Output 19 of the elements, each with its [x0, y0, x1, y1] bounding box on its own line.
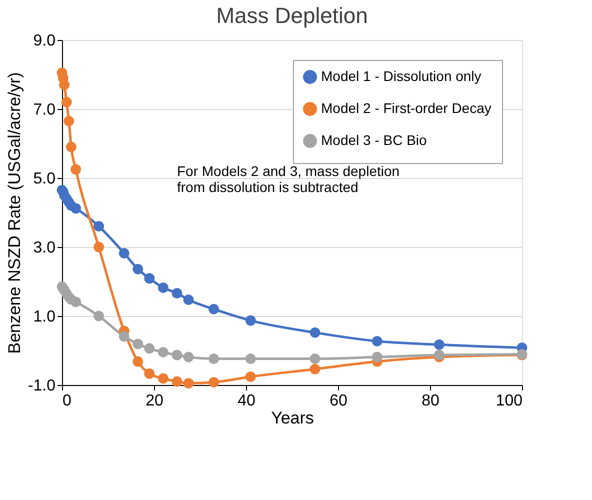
y-tick-label: 3.0 [33, 240, 56, 256]
y-tick-label: -1.0 [28, 378, 56, 394]
x-axis-title: Years [271, 408, 314, 428]
x-tick-label: 20 [146, 392, 164, 410]
chart-title: Mass Depletion [216, 3, 368, 28]
annotation: For Models 2 and 3, mass depletion from dissolution is subtracted [177, 163, 400, 195]
x-tick-label: 100 [496, 392, 523, 410]
x-tick-label: 80 [422, 392, 440, 410]
legend-label: Model 2 - First-order Decay [321, 100, 492, 116]
y-tick-label: 9.0 [33, 32, 56, 50]
x-tick-label: 0 [62, 392, 72, 410]
x-tick-label: 40 [238, 392, 256, 410]
y-tick-label: 1.0 [33, 308, 56, 326]
y-tick-label: 5.0 [33, 170, 56, 188]
y-tick-label: 7.0 [33, 102, 56, 118]
legend-label: Model 3 - BC Bio [321, 132, 428, 148]
legend-label: Model 1 - Dissolution only [321, 68, 482, 84]
x-tick-label: 60 [330, 392, 348, 410]
y-axis-title: Benzene NSZD Rate (USGal/acre/yr) [4, 72, 24, 354]
